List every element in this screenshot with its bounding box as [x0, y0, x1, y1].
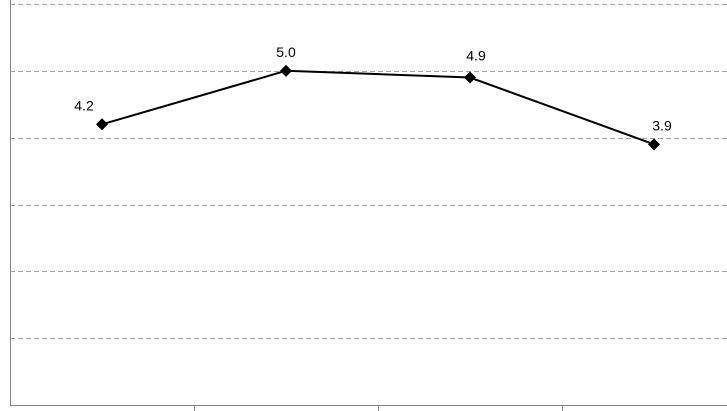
data-label: 5.0 [276, 44, 296, 60]
data-label: 3.9 [652, 117, 672, 133]
data-point-marker [464, 71, 476, 84]
series-line [101, 69, 655, 146]
data-point-marker [96, 118, 108, 131]
data-point-marker [280, 64, 292, 77]
data-label: 4.9 [466, 48, 486, 64]
data-markers [96, 64, 660, 151]
data-labels: 4.2 5.0 4.9 3.9 [74, 44, 672, 134]
x-axis-ticks [194, 405, 563, 411]
data-label: 4.2 [74, 97, 94, 113]
data-point-marker [648, 138, 660, 151]
gridlines [10, 4, 727, 339]
